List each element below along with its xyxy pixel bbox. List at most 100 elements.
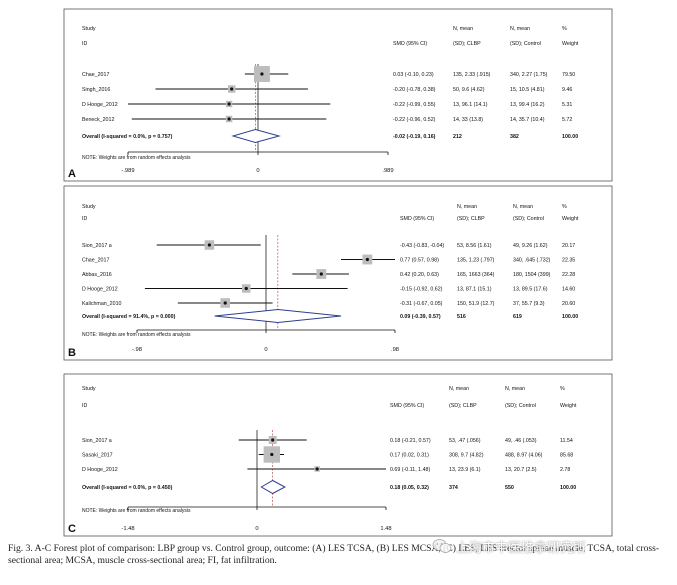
weight-value: 14.60: [562, 287, 575, 293]
weight-value: 11.54: [560, 438, 573, 444]
study-row: Chae_2017 0.77 (0.57, 0.98) 135, 1.23 (.79…: [82, 254, 575, 265]
study-id: Beneck_2012: [82, 117, 114, 123]
overall-label: Overall (I-squared = 91.4%, p = 0.000): [82, 314, 176, 320]
point-estimate: [207, 243, 211, 247]
header-study: Study: [82, 26, 96, 32]
header-sd-clbp: (SD); CLBP: [457, 216, 485, 222]
header-percent: %: [560, 386, 565, 392]
weight-value: 5.72: [562, 117, 572, 123]
overall-smd-value: 0.09 (-0.39, 0.57): [400, 314, 441, 320]
clbp-value: 135, 2.33 (.915): [453, 72, 491, 78]
clbp-value: 53, 8.56 (1.61): [457, 243, 492, 249]
study-id: Sion_2017 a: [82, 243, 112, 249]
x-tick-label: -.98: [132, 347, 142, 353]
panel-letter: C: [68, 523, 76, 535]
weight-value: 2.78: [560, 467, 570, 473]
study-row: Sion_2017 a 0.18 (-0.21, 0.57) 53, .47 (.0…: [82, 436, 573, 444]
header-sd-control: (SD); Control: [505, 403, 536, 409]
smd-value: -0.43 (-0.83, -0.04): [400, 243, 444, 249]
smd-value: 0.77 (0.57, 0.98): [400, 258, 439, 264]
header-id: ID: [82, 41, 87, 47]
clbp-value: 50, 9.6 (4.62): [453, 87, 485, 93]
panel-letter: A: [68, 168, 76, 180]
smd-value: 0.03 (-0.10, 0.23): [393, 72, 434, 78]
clbp-value: 53, .47 (.056): [449, 438, 481, 444]
header-n-mean-clbp: N, mean: [453, 26, 473, 32]
overall-clbp-value: 374: [449, 485, 458, 491]
study-id: Kalichman_2010: [82, 301, 122, 307]
clbp-value: 13, 23.9 (6.1): [449, 467, 481, 473]
header-smd: SMD (95% CI): [390, 403, 424, 409]
panel-frame: [63, 185, 613, 361]
header-id: ID: [82, 403, 87, 409]
point-estimate: [365, 257, 369, 262]
overall-smd-value: 0.18 (0.05, 0.32): [390, 485, 429, 491]
overall-diamond: [260, 479, 286, 495]
forest-panel-C: Study ID SMD (95% CI) N, mean (SD); CLBP N, m…: [63, 373, 613, 537]
overall-weight-value: 100.00: [562, 134, 578, 140]
clbp-value: 165, 1663 (364): [457, 272, 495, 278]
panel-letter: B: [68, 347, 76, 359]
study-row: D Hooge_2012 0.69 (-0.11, 1.48) 13, 23.9 (…: [82, 466, 570, 473]
header-sd-clbp: (SD); CLBP: [449, 403, 477, 409]
point-estimate: [244, 286, 248, 291]
study-row: Sion_2017 a -0.43 (-0.83, -0.04) 53, 8.56 …: [82, 240, 575, 250]
header-n-mean-clbp: N, mean: [457, 204, 477, 210]
x-tick-label: 0: [256, 168, 259, 174]
overall-diamond: [231, 128, 281, 144]
weight-value: 85.68: [560, 453, 573, 459]
weights-note: NOTE: Weights are from random effects an…: [82, 508, 191, 514]
figure-caption: Fig. 3. A-C Forest plot of comparison: L…: [8, 543, 660, 566]
header-n-mean-clbp: N, mean: [449, 386, 469, 392]
study-id: D Hooge_2012: [82, 287, 118, 293]
header-sd-control: (SD); Control: [510, 41, 541, 47]
study-id: D Hooge_2012: [82, 467, 118, 473]
header-weight: Weight: [562, 41, 579, 47]
overall-control-value: 550: [505, 485, 514, 491]
control-value: 180, 1504 (399): [513, 272, 551, 278]
study-row: D Hooge_2012 -0.22 (-0.99, 0.55) 13, 96.1 …: [82, 100, 572, 108]
overall-label: Overall (I-squared = 0.0%, p = 0.757): [82, 134, 173, 140]
point-estimate: [270, 452, 274, 457]
overall-smd-value: -0.02 (-0.19, 0.16): [393, 134, 436, 140]
point-estimate: [271, 438, 275, 442]
overall-control-value: 619: [513, 314, 522, 320]
header-smd: SMD (95% CI): [400, 216, 434, 222]
forest-panel-B: Study ID SMD (95% CI) N, mean (SD); CLBP N, m…: [63, 185, 613, 361]
study-id: Chae_2017: [82, 258, 109, 264]
study-id: D Hooge_2012: [82, 102, 118, 108]
study-id: Singh_2016: [82, 87, 110, 93]
overall-row: Overall (I-squared = 0.0%, p = 0.450) 0.1…: [82, 479, 576, 495]
control-value: 13, 99.4 (16.2): [510, 102, 545, 108]
weight-value: 5.31: [562, 102, 572, 108]
header-id: ID: [82, 216, 87, 222]
forest-panel-A: Study ID SMD (95% CI) N, mean (SD); CLBP N, m…: [63, 8, 613, 182]
header-n-mean-control: N, mean: [510, 26, 530, 32]
header-percent: %: [562, 26, 567, 32]
control-value: 14, 35.7 (10.4): [510, 117, 545, 123]
smd-value: -0.22 (-0.96, 0.52): [393, 117, 436, 123]
smd-value: -0.20 (-0.78, 0.38): [393, 87, 436, 93]
overall-diamond: [214, 308, 342, 324]
point-estimate: [230, 87, 234, 91]
header-sd-clbp: (SD); CLBP: [453, 41, 481, 47]
smd-value: -0.15 (-0.92, 0.62): [400, 287, 443, 293]
smd-value: -0.22 (-0.99, 0.55): [393, 102, 436, 108]
smd-value: 0.18 (-0.21, 0.57): [390, 438, 431, 444]
weight-value: 20.17: [562, 243, 575, 249]
header-sd-control: (SD); Control: [513, 216, 544, 222]
control-value: 488, 8.97 (4.06): [505, 453, 543, 459]
control-value: 49, 9.26 (1.62): [513, 243, 548, 249]
weights-note: NOTE: Weights are from random effects an…: [82, 332, 191, 338]
study-row: Kalichman_2010 -0.31 (-0.67, 0.05) 150, 51…: [82, 298, 575, 308]
weight-value: 20.60: [562, 301, 575, 307]
point-estimate: [227, 117, 231, 121]
header-percent: %: [562, 204, 567, 210]
header-n-mean-control: N, mean: [505, 386, 525, 392]
control-value: 340, 2.27 (1.75): [510, 72, 548, 78]
overall-label: Overall (I-squared = 0.0%, p = 0.450): [82, 485, 173, 491]
smd-value: 0.17 (0.02, 0.31): [390, 453, 429, 459]
smd-value: 0.69 (-0.11, 1.48): [390, 467, 430, 473]
overall-clbp-value: 516: [457, 314, 466, 320]
header-study: Study: [82, 204, 96, 210]
